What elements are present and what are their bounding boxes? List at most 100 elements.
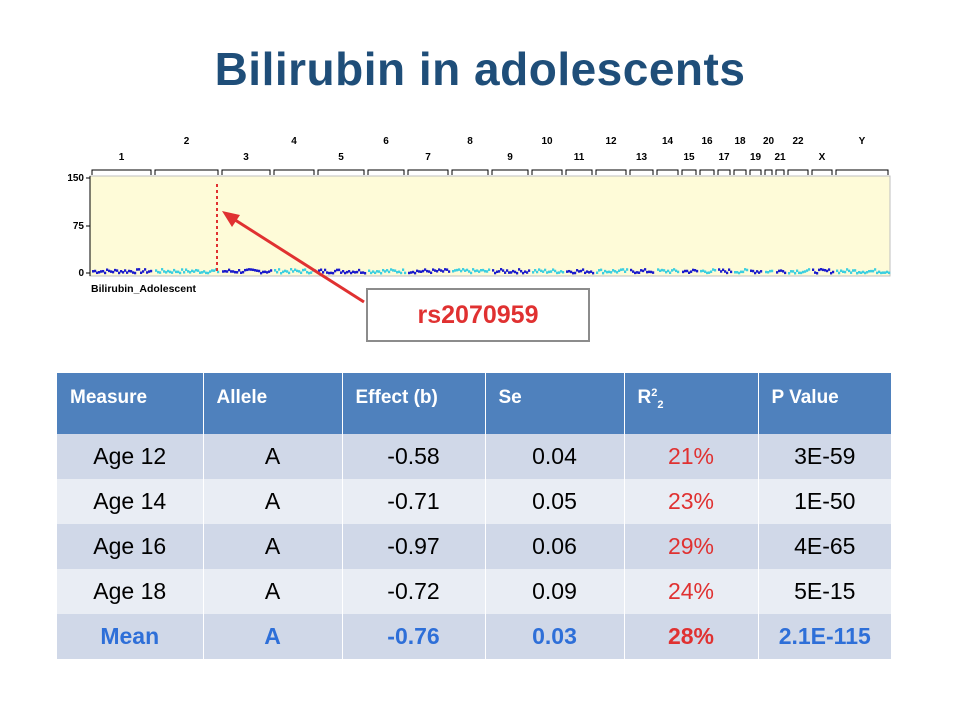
cell-r2: 23%	[624, 479, 759, 524]
chromosome-bracket	[749, 169, 762, 175]
snp-point	[268, 270, 271, 273]
snp-point	[832, 270, 835, 274]
snp-point	[480, 268, 483, 272]
snp-point	[175, 270, 178, 274]
snp-point	[348, 270, 351, 273]
snp-point	[618, 269, 621, 272]
snp-point	[624, 270, 627, 273]
snp-point	[270, 269, 273, 272]
snp-point	[100, 270, 103, 273]
snp-point	[866, 270, 869, 274]
results-table: Measure Allele Effect (b) Se R22 P Value…	[57, 373, 891, 659]
snp-point	[120, 270, 123, 273]
snp-point	[730, 270, 733, 274]
snp-point	[736, 271, 739, 274]
snp-point	[684, 269, 687, 273]
snp-point	[738, 271, 741, 275]
chromosome-label: 22	[792, 136, 804, 147]
snp-point	[756, 270, 759, 273]
snp-point	[394, 269, 397, 272]
cell-allele: A	[203, 524, 343, 569]
snp-point	[244, 268, 247, 272]
snp-point	[110, 270, 113, 273]
snp-point	[292, 270, 295, 273]
snp-point	[310, 271, 313, 274]
snp-point	[484, 269, 487, 273]
snp-point	[606, 270, 609, 274]
snp-point	[388, 270, 391, 274]
snp-point	[816, 271, 819, 275]
snp-point	[132, 271, 135, 274]
snp-point	[108, 269, 111, 273]
snp-point	[159, 271, 162, 274]
snp-point	[185, 268, 188, 271]
snp-point	[288, 271, 291, 275]
snp-point	[652, 271, 655, 274]
snp-point	[456, 268, 459, 272]
snp-point	[205, 271, 208, 275]
chromosome-bracket	[681, 169, 697, 175]
cell-measure: Age 14	[57, 479, 204, 524]
snp-point	[328, 271, 331, 275]
snp-point	[546, 271, 549, 274]
snp-point	[296, 269, 299, 273]
snp-point	[836, 269, 839, 273]
cell-r2: 21%	[624, 434, 759, 479]
manhattan-plot: 2 4 6 8 10 12 14 16 18 20 22 Y 1 3 5 7 9 11 13 15 17 19 21 X 1…	[67, 136, 891, 295]
snp-point	[870, 269, 873, 273]
chromosome-label: 12	[605, 136, 617, 147]
snp-point	[452, 270, 455, 273]
snp-point	[696, 269, 699, 273]
snp-point	[596, 271, 599, 274]
chromosome-bracket	[733, 169, 747, 175]
snp-point	[372, 270, 375, 273]
snp-point	[276, 270, 279, 274]
snp-point	[312, 269, 315, 272]
snp-point	[248, 268, 251, 271]
chromosome-bracket	[91, 169, 152, 175]
chromosome-label: 10	[541, 136, 553, 147]
snp-point	[98, 271, 101, 274]
snp-point	[720, 270, 723, 273]
header-effect: Effect (b)	[342, 373, 486, 434]
snp-point	[462, 268, 465, 271]
snp-point	[282, 270, 285, 274]
header-se: Se	[485, 373, 625, 434]
snp-point	[556, 271, 559, 275]
snp-point	[274, 269, 277, 272]
snp-point	[114, 268, 117, 272]
snp-point	[146, 271, 149, 274]
snp-point	[842, 270, 845, 274]
snp-point	[167, 269, 170, 273]
snp-point	[384, 270, 387, 273]
snp-point	[322, 271, 325, 274]
snp-point	[207, 271, 210, 275]
snp-point	[412, 270, 415, 274]
snp-point	[562, 270, 565, 274]
snp-point	[454, 269, 457, 272]
snp-point	[370, 271, 373, 275]
snp-point	[474, 269, 477, 273]
table-header-row: Measure Allele Effect (b) Se R22 P Value	[57, 373, 891, 434]
chromosome-label: 4	[291, 136, 297, 147]
chromosome-label: 8	[467, 136, 473, 147]
table-row: Age 14 A -0.71 0.05 23% 1E-50	[57, 479, 891, 524]
snp-point	[673, 268, 676, 271]
chromosome-label: 11	[574, 152, 585, 163]
snp-point	[254, 269, 257, 272]
snp-point	[358, 268, 361, 272]
snp-point	[96, 271, 99, 275]
snp-point	[692, 268, 695, 272]
snp-point	[532, 271, 535, 274]
snp-point	[728, 268, 731, 271]
snp-point	[840, 269, 843, 272]
snp-point	[314, 269, 317, 272]
snp-point	[598, 269, 601, 272]
snp-point	[195, 268, 198, 272]
snp-point	[422, 269, 425, 273]
snp-point	[352, 270, 355, 274]
snp-point	[197, 269, 200, 272]
snp-point	[688, 271, 691, 275]
chromosome-label: 6	[383, 136, 389, 147]
chromosome-bracket	[367, 169, 405, 175]
